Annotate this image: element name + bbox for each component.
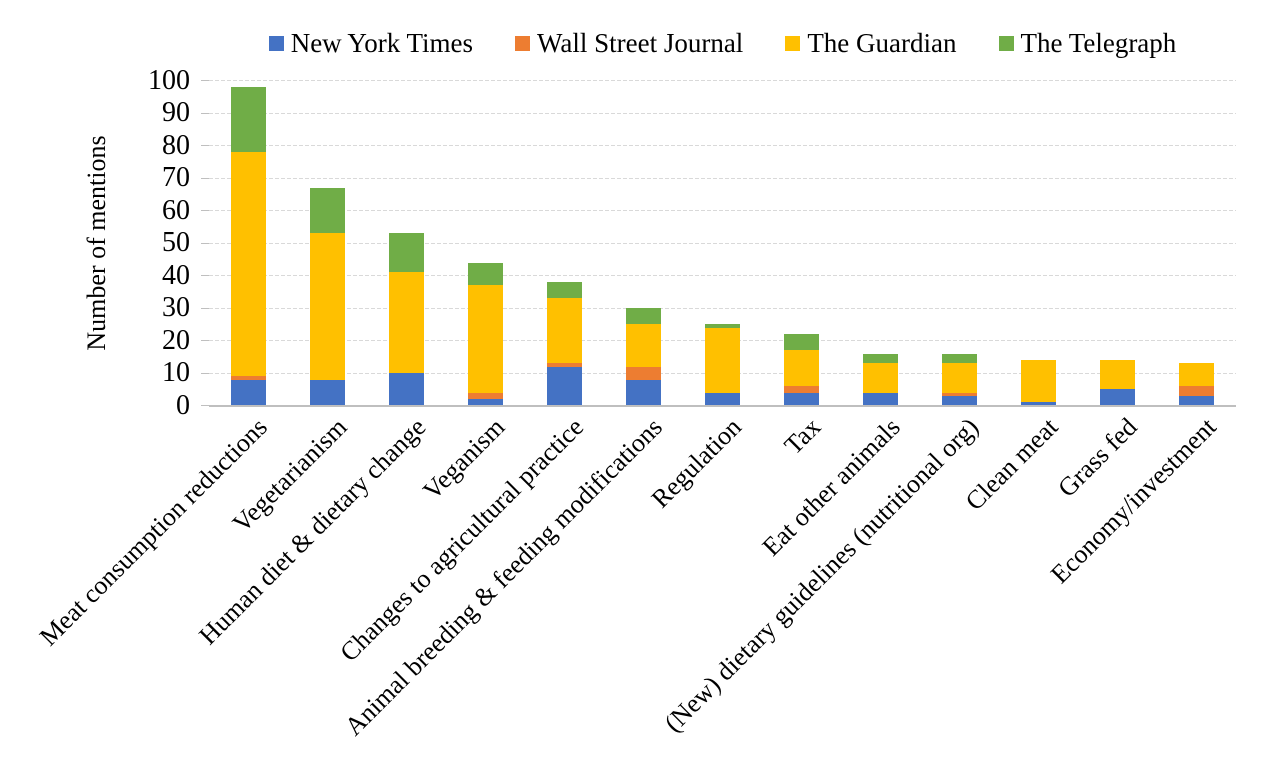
bar-segment-the-telegraph (705, 324, 740, 328)
y-axis-tick-mark (201, 80, 209, 81)
bar-segment-the-telegraph (863, 353, 898, 364)
bar-segment-wall-street-journal (231, 376, 266, 380)
bar-segment-new-york-times (1179, 395, 1214, 406)
legend-label: The Telegraph (1020, 28, 1177, 58)
bar-segment-the-guardian (231, 152, 266, 377)
gridline (209, 210, 1236, 211)
y-tick-label: 0 (176, 389, 190, 421)
y-axis-tick-mark (201, 340, 209, 341)
y-tick-label: 100 (148, 64, 190, 96)
bar-segment-the-telegraph (942, 353, 977, 364)
bar-segment-the-telegraph (547, 282, 582, 299)
y-axis-tick-mark (201, 210, 209, 211)
legend-swatch-icon (998, 35, 1014, 51)
gridline (209, 307, 1236, 309)
bar-segment-the-telegraph (626, 308, 661, 325)
gridline (209, 145, 1236, 146)
bar-segment-wall-street-journal (547, 363, 582, 367)
gridline (209, 80, 1236, 81)
bar-segment-wall-street-journal (942, 392, 977, 396)
gridline (209, 242, 1236, 244)
bar-segment-wall-street-journal (784, 386, 819, 393)
x-category-label: Tax (778, 412, 827, 461)
legend-label: New York Times (290, 28, 474, 58)
bar-segment-new-york-times (626, 379, 661, 406)
legend-label: The Guardian (807, 28, 957, 58)
bar-segment-the-guardian (784, 350, 819, 386)
bar-segment-the-telegraph (784, 334, 819, 351)
y-tick-label: 20 (162, 324, 190, 356)
bar-segment-new-york-times (468, 399, 503, 406)
bar-segment-the-guardian (1021, 360, 1056, 403)
y-tick-label: 80 (162, 129, 190, 161)
y-axis-tick-mark (201, 112, 209, 114)
bar-segment-new-york-times (1100, 389, 1135, 406)
y-tick-label: 50 (162, 227, 190, 258)
bar-segment-the-guardian (310, 233, 345, 380)
y-tick-label: 40 (162, 259, 190, 291)
bar-segment-the-telegraph (468, 262, 503, 286)
gridline (209, 112, 1236, 114)
y-axis-tick-mark (201, 372, 209, 374)
legend-swatch-icon (515, 35, 531, 51)
legend-item: The Guardian (785, 28, 957, 58)
y-axis-tick-mark (201, 307, 209, 309)
bar-segment-the-guardian (705, 327, 740, 393)
gridline (209, 275, 1236, 276)
y-tick-label: 60 (162, 194, 190, 226)
chart-legend: New York Times Wall Street Journal The Gua… (209, 28, 1236, 58)
y-tick-label: 30 (162, 292, 190, 323)
bar-segment-the-guardian (863, 363, 898, 393)
bar-segment-new-york-times (942, 395, 977, 406)
bar-segment-the-guardian (389, 272, 424, 373)
y-tick-label: 10 (162, 357, 190, 388)
bar-segment-the-telegraph (310, 187, 345, 234)
bar-segment-the-telegraph (231, 87, 266, 152)
y-tick-label: 70 (162, 162, 190, 193)
legend-label: Wall Street Journal (537, 28, 744, 58)
bar-segment-new-york-times (389, 373, 424, 406)
bar-segment-new-york-times (705, 392, 740, 406)
legend-swatch-icon (785, 35, 801, 51)
y-axis-tick-mark (201, 275, 209, 276)
y-axis-tick-mark (201, 177, 209, 179)
bar-segment-the-guardian (468, 285, 503, 393)
bar-segment-the-guardian (547, 298, 582, 364)
y-axis-tick-mark (201, 145, 209, 146)
bar-segment-new-york-times (310, 379, 345, 406)
legend-item: New York Times (268, 28, 474, 58)
x-category-label: Eat other animals (756, 412, 906, 562)
gridline (209, 177, 1236, 179)
bar-segment-new-york-times (1021, 402, 1056, 406)
legend-item: Wall Street Journal (515, 28, 743, 58)
bar-segment-new-york-times (547, 366, 582, 406)
y-axis-tick-mark (201, 405, 209, 406)
y-axis-tick-mark (201, 242, 209, 244)
bar-segment-the-guardian (1179, 363, 1214, 386)
bar-segment-the-guardian (1100, 360, 1135, 390)
bar-segment-wall-street-journal (468, 392, 503, 399)
bar-segment-the-telegraph (389, 233, 424, 273)
legend-swatch-icon (268, 35, 284, 51)
bar-segment-wall-street-journal (1179, 386, 1214, 396)
bar-segment-new-york-times (784, 392, 819, 406)
bar-segment-the-guardian (942, 363, 977, 393)
y-tick-label: 90 (162, 97, 190, 128)
bar-segment-new-york-times (863, 392, 898, 406)
x-axis-line (209, 404, 1236, 407)
bar-segment-new-york-times (231, 379, 266, 406)
legend-item: The Telegraph (998, 28, 1177, 58)
bar-segment-wall-street-journal (626, 366, 661, 380)
bar-segment-the-guardian (626, 324, 661, 367)
